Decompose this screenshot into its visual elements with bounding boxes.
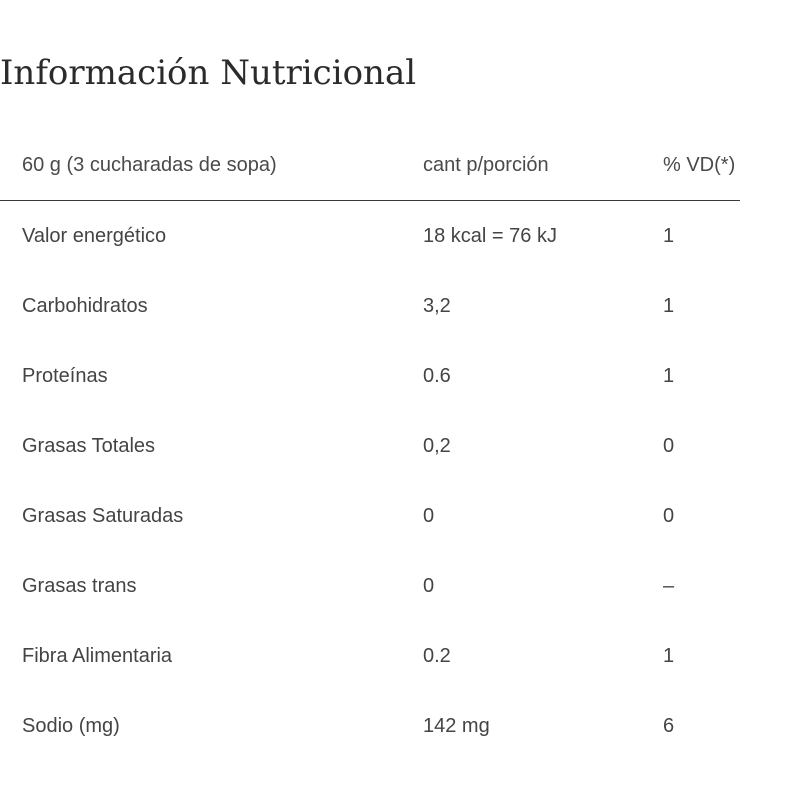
nutrient-name: Carbohidratos [22,294,148,317]
nutrient-amount: 0.6 [423,364,451,387]
nutrient-name: Fibra Alimentaria [22,644,173,667]
nutrient-daily-value: – [663,574,675,597]
nutrient-daily-value: 1 [663,644,675,667]
nutrient-amount: 0,2 [423,434,451,457]
table-row: Carbohidratos 3,2 1 [0,271,740,341]
table-row: Proteínas 0.6 1 [0,341,740,411]
nutrient-name: Sodio (mg) [22,714,120,737]
header-portion: 60 g (3 cucharadas de sopa) [22,153,277,176]
table-row: Grasas Totales 0,2 0 [0,411,740,481]
nutrient-amount: 18 kcal = 76 kJ [423,224,557,247]
table-row: Valor energético 18 kcal = 76 kJ 1 [0,201,740,271]
nutrient-name: Proteínas [22,364,108,387]
nutrient-daily-value: 1 [663,294,675,317]
nutrient-daily-value: 0 [663,504,675,527]
table-row: Sodio (mg) 142 mg 6 [0,691,740,761]
header-amount: cant p/porción [423,153,549,176]
table-row: Grasas trans 0 – [0,551,740,621]
nutrient-name: Valor energético [22,224,167,247]
nutrient-daily-value: 1 [663,364,675,387]
table-row: Grasas Saturadas 0 0 [0,481,740,551]
nutrient-daily-value: 6 [663,714,675,737]
table-row: Fibra Alimentaria 0.2 1 [0,621,740,691]
nutrient-name: Grasas Totales [22,434,156,457]
nutrient-amount: 0 [423,574,435,597]
nutrition-table: 60 g (3 cucharadas de sopa) cant p/porci… [0,130,740,761]
table-header-row: 60 g (3 cucharadas de sopa) cant p/porci… [0,130,740,201]
nutrient-amount: 0 [423,504,435,527]
nutrient-amount: 0.2 [423,644,451,667]
nutrient-name: Grasas trans [22,574,137,597]
nutrient-amount: 142 mg [423,714,490,737]
header-daily-value: % VD(*) [663,153,736,176]
page-title: Información Nutricional [0,53,417,93]
nutrient-daily-value: 1 [663,224,675,247]
nutrient-name: Grasas Saturadas [22,504,184,527]
nutrient-amount: 3,2 [423,294,451,317]
nutrient-daily-value: 0 [663,434,675,457]
